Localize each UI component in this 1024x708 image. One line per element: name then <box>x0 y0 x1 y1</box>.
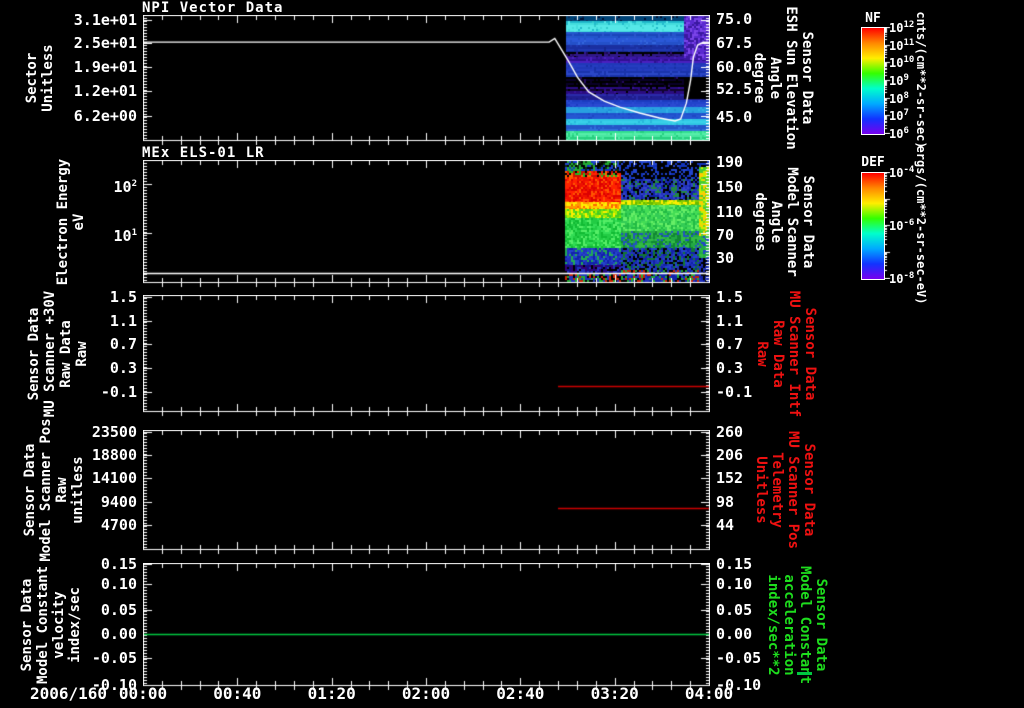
panel4-right-axis-label: Sensor Data MU Scanner Pos Telemetry Uni… <box>753 430 817 550</box>
exponent: -4 <box>903 165 915 175</box>
exponent: 7 <box>903 108 909 119</box>
panel3-right-tick-label: -0.1 <box>716 383 753 402</box>
exponent: 2 <box>131 178 137 189</box>
panel4-right-tick-label: 44 <box>716 515 735 534</box>
colorbar-def-title: DEF <box>861 155 885 170</box>
colorbar-def-tick-label: 10-8 <box>889 271 915 286</box>
xaxis-date-label: 2006/160 <box>30 684 108 703</box>
colorbar-nf-tick-label: 108 <box>889 90 909 106</box>
panel1-title: NPI Vector Data <box>142 0 284 16</box>
panel4-left-tick-label: 4700 <box>100 515 137 534</box>
panel2-right-tick-label: 110 <box>716 202 744 221</box>
panel2-plot-canvas <box>143 160 710 289</box>
panel3-right-tick-label: 0.3 <box>716 358 744 377</box>
exponent: -8 <box>903 271 915 281</box>
panel1-left-tick-label: 3.1e+01 <box>73 11 137 30</box>
exponent: 8 <box>903 90 909 101</box>
exponent: 12 <box>903 20 915 30</box>
exponent: 6 <box>903 126 909 136</box>
panel5-left-tick-label: -0.10 <box>91 675 137 694</box>
panel4-left-tick-label: 23500 <box>91 423 137 442</box>
panel4-right-tick-label: 206 <box>716 446 744 465</box>
panel1-right-tick-label: 52.5 <box>716 80 753 99</box>
panel4-right-tick-label: 152 <box>716 469 744 487</box>
panel2-right-tick-label: 150 <box>716 178 744 197</box>
panel1-right-tick-label: 60.0 <box>716 57 753 76</box>
colorbar-nf-unit-label: cnts/(cm**2-sr-sec) <box>914 11 928 149</box>
colorbar-def-tick-label: 10-6 <box>889 218 915 233</box>
panel3-right-tick-label: 1.1 <box>716 311 744 330</box>
panel5-right-tick-label: -0.10 <box>716 675 762 694</box>
exponent: -6 <box>903 218 915 228</box>
panel2-left-tick-label: 101 <box>113 226 137 245</box>
colorbar-def-unit-label: ergs/(cm**2-sr-sec-eV) <box>914 145 928 305</box>
panel3-plot-canvas <box>143 295 710 418</box>
panel2-title: MEx ELS-01 LR <box>142 145 265 161</box>
panel3-left-tick-label: -0.1 <box>100 383 137 402</box>
panel5-left-tick-label: 0.10 <box>100 574 137 593</box>
colorbar-nf-tick-label: 107 <box>889 108 909 124</box>
panel5-right-axis-label: Sensor Data Model Constant acceleration … <box>765 565 829 684</box>
colorbar-nf-tick-label: 1012 <box>889 20 915 35</box>
panel1-right-tick-label: 75.0 <box>716 9 753 28</box>
colorbar-nf-tick-label: 1010 <box>889 55 915 71</box>
panel4-left-tick-label: 14100 <box>91 469 137 487</box>
panel1-right-axis-label: Sensor Data ESH Sun Elevation Angle degr… <box>751 6 815 150</box>
panel5-left-tick-label: 0.05 <box>100 600 137 619</box>
exponent: 10 <box>903 55 915 66</box>
panel2-right-tick-label: 30 <box>716 249 735 268</box>
exponent: 11 <box>903 37 915 48</box>
colorbar-nf-tick-label: 1011 <box>889 37 915 53</box>
panel4-left-tick-label: 18800 <box>91 446 137 465</box>
stray-green-tick <box>797 672 812 675</box>
colorbar-nf-tick-comb <box>884 27 891 134</box>
panel1-left-tick-label: 6.2e+00 <box>73 106 137 125</box>
panel1-plot-canvas <box>143 15 710 147</box>
colorbar-nf-tick-label: 106 <box>889 126 909 141</box>
panel5-left-tick-label: 0.15 <box>100 555 137 574</box>
panel3-right-axis-label: Sensor Data MU Scanner Intf Raw Data Raw <box>754 290 818 417</box>
panel2-right-tick-label: 70 <box>716 226 735 245</box>
panel4-plot-canvas <box>143 430 710 556</box>
colorbar-def-tick-label: 10-4 <box>889 165 915 180</box>
exponent: 9 <box>903 73 909 83</box>
colorbar-nf-title: NF <box>865 11 881 26</box>
colorbar-def-tick-comb <box>884 172 891 279</box>
panel2-left-tick-label: 102 <box>113 177 137 196</box>
panel5-left-tick-label: 0.00 <box>100 625 137 644</box>
colorbar-nf-tick-label: 109 <box>889 73 909 88</box>
panel1-left-tick-label: 1.9e+01 <box>73 57 137 76</box>
colorbar-nf-gradient <box>861 27 885 135</box>
exponent: 1 <box>131 227 137 238</box>
panel2-right-tick-label: 190 <box>716 153 744 172</box>
panel5-right-tick-label: 0.10 <box>716 574 753 593</box>
panel4-right-tick-label: 98 <box>716 493 735 511</box>
panel5-right-tick-label: -0.05 <box>716 648 762 667</box>
panel3-left-tick-label: 0.3 <box>109 358 137 377</box>
panel3-left-tick-label: 1.5 <box>109 288 137 307</box>
panel3-left-tick-label: 1.1 <box>109 311 137 330</box>
panel5-plot-canvas <box>143 563 710 692</box>
panel1-right-tick-label: 67.5 <box>716 33 753 52</box>
panel2-right-axis-label: Sensor Data Model Scanner Angle degrees <box>752 166 816 277</box>
panel3-right-tick-label: 1.5 <box>716 288 744 307</box>
panel1-left-axis-label: Sector Unitless <box>24 44 56 112</box>
panel4-right-tick-label: 260 <box>716 423 744 442</box>
panel5-right-tick-label: 0.00 <box>716 625 753 644</box>
panel3-right-tick-label: 0.7 <box>716 335 744 354</box>
panel1-left-tick-label: 2.5e+01 <box>73 33 137 52</box>
panel5-right-tick-label: 0.15 <box>716 555 753 574</box>
panel5-right-tick-label: 0.05 <box>716 600 753 619</box>
panel1-left-tick-label: 1.2e+01 <box>73 81 137 100</box>
panel3-left-tick-label: 0.7 <box>109 335 137 354</box>
panel4-left-tick-label: 9400 <box>100 493 137 511</box>
colorbar-def-gradient <box>861 172 885 280</box>
panel1-right-tick-label: 45.0 <box>716 108 753 127</box>
panel5-left-tick-label: -0.05 <box>91 648 137 667</box>
